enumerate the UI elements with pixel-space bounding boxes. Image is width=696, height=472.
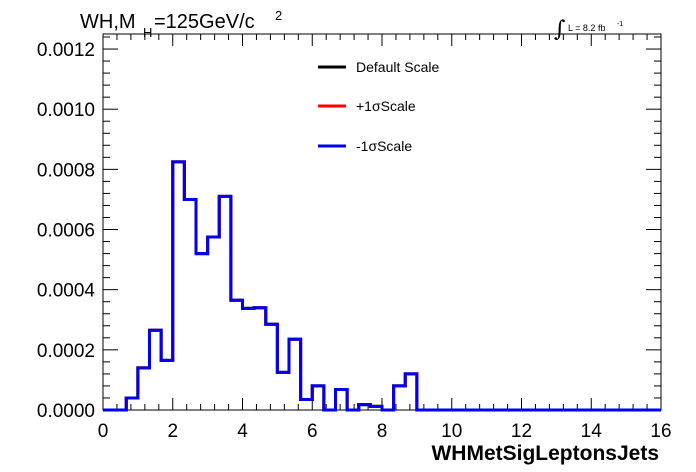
title-subscript: H (143, 25, 152, 40)
x-tick-label: 2 (167, 421, 178, 442)
y-tick-label: 0.0006 (37, 221, 95, 242)
title-superscript: 2 (275, 8, 282, 23)
legend-label-default: Default Scale (356, 59, 439, 75)
y-tick-label: 0.0004 (37, 281, 96, 302)
title-main: WH,M (80, 11, 136, 33)
x-tick-label: 6 (307, 421, 318, 442)
series-layer (103, 160, 661, 412)
x-tick-label: 16 (650, 421, 671, 442)
y-tick-label: 0.0000 (37, 401, 95, 422)
x-tick-label: 12 (511, 421, 532, 442)
x-tick-label: 8 (377, 421, 388, 442)
integral-symbol: ∫ (554, 17, 566, 42)
x-tick-label: 14 (581, 421, 603, 442)
x-axis: 0 2 4 6 8 10 12 14 16 (98, 34, 672, 442)
lumi-text: L = 8.2 fb (568, 23, 605, 33)
x-tick-label: 10 (441, 421, 462, 442)
y-axis: 0.0000 0.0002 0.0004 0.0006 0.0008 0.0010 0.00… (37, 36, 661, 422)
x-tick-label: 4 (237, 421, 248, 442)
histogram-series-2 (103, 160, 661, 412)
x-tick-label: 0 (98, 421, 109, 442)
chart-title: WH,M H =125GeV/c 2 (80, 8, 282, 40)
y-tick-label: 0.0008 (37, 160, 95, 181)
plot-frame (102, 33, 662, 411)
x-axis-title: WHMetSigLeptonsJets (431, 442, 659, 465)
luminosity-label: ∫ L = 8.2 fb -1 (554, 17, 623, 42)
y-tick-label: 0.0002 (37, 341, 95, 362)
legend: Default Scale +1σScale -1σScale (318, 59, 439, 154)
legend-label-plus1sigma: +1σScale (356, 98, 416, 114)
y-tick-label: 0.0012 (37, 40, 95, 61)
title-rest: =125GeV/c (154, 11, 255, 33)
legend-label-minus1sigma: -1σScale (356, 138, 412, 154)
y-tick-label: 0.0010 (37, 100, 95, 121)
lumi-superscript: -1 (617, 21, 623, 28)
